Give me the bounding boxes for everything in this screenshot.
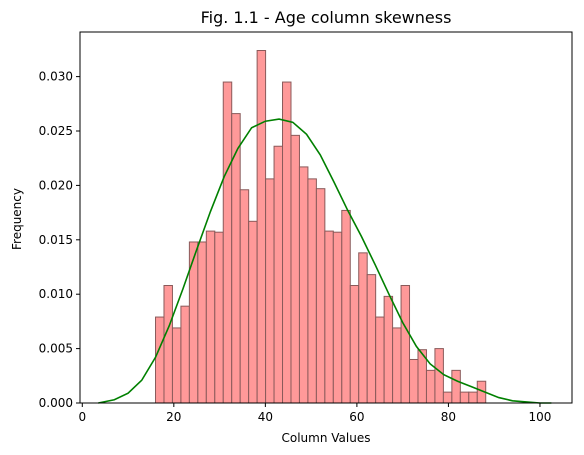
x-axis-ticks: 0 20 40 60 80 100 bbox=[78, 403, 551, 424]
histogram-bar bbox=[324, 230, 334, 404]
histogram-bar bbox=[315, 188, 326, 404]
histogram-bar bbox=[248, 220, 258, 404]
histogram-bar bbox=[273, 145, 284, 404]
x-tick-label: 20 bbox=[166, 410, 181, 424]
plot-frame bbox=[79, 31, 573, 404]
chart-title: Fig. 1.1 - Age column skewness bbox=[201, 8, 452, 27]
y-axis-label: Frequency bbox=[10, 188, 24, 250]
y-tick-label: 0.025 bbox=[39, 124, 73, 138]
x-tick-label: 0 bbox=[78, 410, 86, 424]
histogram-bar bbox=[358, 252, 368, 404]
histogram-bar bbox=[366, 274, 377, 404]
histogram-bar bbox=[214, 231, 224, 404]
histogram-bar bbox=[282, 81, 292, 404]
histogram-bars bbox=[155, 50, 487, 404]
x-tick-label: 40 bbox=[258, 410, 273, 424]
histogram-bar bbox=[409, 358, 419, 404]
histogram-bar bbox=[239, 189, 250, 404]
y-tick-label: 0.030 bbox=[39, 70, 73, 84]
y-tick-label: 0.010 bbox=[39, 287, 73, 301]
x-tick-label: 60 bbox=[349, 410, 364, 424]
histogram-bar bbox=[392, 327, 402, 404]
histogram-bar bbox=[451, 369, 461, 404]
histogram-bar bbox=[468, 391, 478, 404]
histogram-bar bbox=[307, 178, 317, 404]
histogram-bar bbox=[180, 305, 190, 404]
y-axis-ticks: 0.000 0.005 0.010 0.015 0.020 0.025 0.030 bbox=[39, 70, 80, 410]
y-tick-label: 0.015 bbox=[39, 233, 73, 247]
histogram-bar bbox=[383, 295, 394, 404]
histogram-bar bbox=[400, 285, 411, 404]
histogram-bar bbox=[341, 209, 351, 404]
histogram-bar bbox=[442, 391, 453, 404]
histogram-bar bbox=[332, 231, 343, 404]
histogram-bar bbox=[171, 327, 182, 404]
histogram-bar bbox=[222, 81, 233, 404]
histogram-bar bbox=[434, 348, 444, 404]
histogram-bar bbox=[265, 178, 275, 404]
histogram-bar bbox=[459, 391, 470, 404]
histogram-bar bbox=[197, 241, 207, 404]
histogram-bar bbox=[256, 50, 267, 404]
histogram-bar bbox=[425, 369, 436, 404]
kde-curve bbox=[98, 118, 552, 404]
histogram-bar bbox=[163, 285, 173, 404]
y-tick-label: 0.020 bbox=[39, 178, 73, 192]
histogram-bar bbox=[298, 166, 309, 404]
histogram-bar bbox=[155, 316, 165, 404]
x-axis-label: Column Values bbox=[282, 431, 371, 445]
x-tick-label: 80 bbox=[441, 410, 456, 424]
histogram-bar bbox=[375, 316, 385, 404]
y-tick-label: 0.000 bbox=[39, 396, 73, 410]
histogram-bar bbox=[349, 285, 360, 404]
histogram-bar bbox=[290, 134, 300, 404]
x-tick-label: 100 bbox=[529, 410, 552, 424]
histogram-bar bbox=[205, 230, 216, 404]
y-tick-label: 0.005 bbox=[39, 342, 73, 356]
